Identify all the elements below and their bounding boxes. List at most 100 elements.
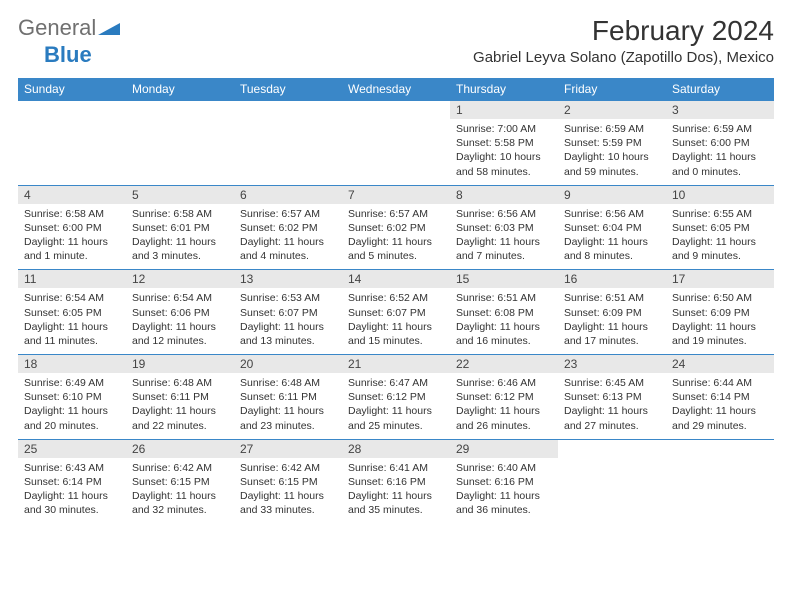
day-number: 13 [234,270,342,288]
day-info-line: Sunrise: 6:56 AM [456,207,552,221]
day-info-line: and 5 minutes. [348,249,444,263]
day-info-line: Sunset: 6:14 PM [24,475,120,489]
calendar-day-cell: 4Sunrise: 6:58 AMSunset: 6:00 PMDaylight… [18,185,126,270]
day-header: Monday [126,78,234,101]
day-info-line: and 17 minutes. [564,334,660,348]
day-info-line: Sunset: 6:11 PM [132,390,228,404]
calendar-day-cell: 11Sunrise: 6:54 AMSunset: 6:05 PMDayligh… [18,270,126,355]
day-info-line: Sunset: 6:02 PM [240,221,336,235]
day-info-line: Daylight: 11 hours [456,320,552,334]
calendar-day-cell: 9Sunrise: 6:56 AMSunset: 6:04 PMDaylight… [558,185,666,270]
day-info-line: Daylight: 11 hours [24,320,120,334]
day-number: 6 [234,186,342,204]
day-info-line: Daylight: 11 hours [348,320,444,334]
day-info-line: Daylight: 11 hours [456,489,552,503]
day-info-line: Sunrise: 6:58 AM [24,207,120,221]
day-info-line: Sunset: 5:59 PM [564,136,660,150]
calendar-day-cell: 8Sunrise: 6:56 AMSunset: 6:03 PMDaylight… [450,185,558,270]
calendar-header-row: SundayMondayTuesdayWednesdayThursdayFrid… [18,78,774,101]
brand-triangle-icon [98,21,120,40]
calendar-table: SundayMondayTuesdayWednesdayThursdayFrid… [18,78,774,523]
day-info: Sunrise: 6:59 AMSunset: 6:00 PMDaylight:… [666,119,774,185]
calendar-day-cell: 12Sunrise: 6:54 AMSunset: 6:06 PMDayligh… [126,270,234,355]
day-info-line: and 23 minutes. [240,419,336,433]
day-info: Sunrise: 6:57 AMSunset: 6:02 PMDaylight:… [342,204,450,270]
day-info-line: Sunrise: 6:58 AM [132,207,228,221]
day-info-line: and 22 minutes. [132,419,228,433]
day-header: Thursday [450,78,558,101]
day-info-line: and 35 minutes. [348,503,444,517]
calendar-week-row: 18Sunrise: 6:49 AMSunset: 6:10 PMDayligh… [18,355,774,440]
brand-part2: Blue [44,42,92,67]
calendar-day-cell: 16Sunrise: 6:51 AMSunset: 6:09 PMDayligh… [558,270,666,355]
day-number: 5 [126,186,234,204]
day-info-line: Sunrise: 6:48 AM [240,376,336,390]
day-number: 16 [558,270,666,288]
day-info-line: Daylight: 11 hours [564,235,660,249]
day-header: Tuesday [234,78,342,101]
day-info: Sunrise: 6:42 AMSunset: 6:15 PMDaylight:… [126,458,234,524]
day-info-line: Sunset: 6:06 PM [132,306,228,320]
day-info: Sunrise: 6:47 AMSunset: 6:12 PMDaylight:… [342,373,450,439]
day-info-line: and 8 minutes. [564,249,660,263]
day-info-line: Sunrise: 6:55 AM [672,207,768,221]
day-info-line: Daylight: 11 hours [240,235,336,249]
day-info-line: and 25 minutes. [348,419,444,433]
day-info-line: Sunset: 6:08 PM [456,306,552,320]
day-info-line: Sunset: 6:14 PM [672,390,768,404]
day-info: Sunrise: 6:56 AMSunset: 6:04 PMDaylight:… [558,204,666,270]
calendar-day-cell: 1Sunrise: 7:00 AMSunset: 5:58 PMDaylight… [450,101,558,186]
day-info-line: Sunrise: 6:53 AM [240,291,336,305]
day-info: Sunrise: 6:56 AMSunset: 6:03 PMDaylight:… [450,204,558,270]
day-info-line: Sunrise: 6:49 AM [24,376,120,390]
day-info-line: Sunset: 6:15 PM [240,475,336,489]
day-info-line: Daylight: 11 hours [348,404,444,418]
calendar-body: 1Sunrise: 7:00 AMSunset: 5:58 PMDaylight… [18,101,774,524]
day-info-line: Daylight: 11 hours [456,404,552,418]
calendar-day-cell [234,101,342,186]
calendar-day-cell [558,439,666,523]
day-info-line: Sunrise: 6:59 AM [672,122,768,136]
day-info-line: Sunrise: 6:48 AM [132,376,228,390]
day-number: 26 [126,440,234,458]
day-info: Sunrise: 7:00 AMSunset: 5:58 PMDaylight:… [450,119,558,185]
calendar-day-cell [666,439,774,523]
day-info-line: Daylight: 11 hours [240,489,336,503]
day-info: Sunrise: 6:59 AMSunset: 5:59 PMDaylight:… [558,119,666,185]
day-number: 12 [126,270,234,288]
calendar-day-cell: 27Sunrise: 6:42 AMSunset: 6:15 PMDayligh… [234,439,342,523]
day-info-line: Sunset: 6:12 PM [456,390,552,404]
day-info: Sunrise: 6:58 AMSunset: 6:00 PMDaylight:… [18,204,126,270]
day-info-line: and 30 minutes. [24,503,120,517]
day-info-line: Sunset: 6:10 PM [24,390,120,404]
day-info-line: Sunset: 6:11 PM [240,390,336,404]
day-header: Sunday [18,78,126,101]
day-info-line: Daylight: 11 hours [24,235,120,249]
day-info: Sunrise: 6:53 AMSunset: 6:07 PMDaylight:… [234,288,342,354]
day-info-line: Daylight: 11 hours [240,320,336,334]
calendar-week-row: 4Sunrise: 6:58 AMSunset: 6:00 PMDaylight… [18,185,774,270]
day-info-line: and 9 minutes. [672,249,768,263]
day-info-line: Sunrise: 6:45 AM [564,376,660,390]
day-info-line: and 15 minutes. [348,334,444,348]
day-info-line: Daylight: 11 hours [132,320,228,334]
day-info: Sunrise: 6:48 AMSunset: 6:11 PMDaylight:… [234,373,342,439]
calendar-day-cell: 14Sunrise: 6:52 AMSunset: 6:07 PMDayligh… [342,270,450,355]
day-info: Sunrise: 6:52 AMSunset: 6:07 PMDaylight:… [342,288,450,354]
day-info-line: and 20 minutes. [24,419,120,433]
day-info-line: Daylight: 11 hours [24,404,120,418]
day-info-line: and 13 minutes. [240,334,336,348]
day-info-line: Daylight: 11 hours [132,235,228,249]
day-info: Sunrise: 6:57 AMSunset: 6:02 PMDaylight:… [234,204,342,270]
day-number: 25 [18,440,126,458]
day-info-line: and 27 minutes. [564,419,660,433]
day-info-line: Sunrise: 6:51 AM [456,291,552,305]
day-info-line: Sunset: 6:16 PM [348,475,444,489]
day-info: Sunrise: 6:45 AMSunset: 6:13 PMDaylight:… [558,373,666,439]
day-info-line: Sunrise: 6:43 AM [24,461,120,475]
calendar-day-cell: 13Sunrise: 6:53 AMSunset: 6:07 PMDayligh… [234,270,342,355]
day-number: 9 [558,186,666,204]
day-info-line: and 36 minutes. [456,503,552,517]
day-info: Sunrise: 6:43 AMSunset: 6:14 PMDaylight:… [18,458,126,524]
day-info-line: and 58 minutes. [456,165,552,179]
